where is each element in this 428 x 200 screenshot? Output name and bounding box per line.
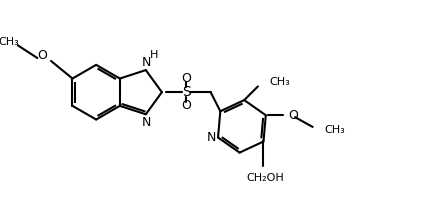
- Text: N: N: [142, 116, 152, 129]
- Text: CH₃: CH₃: [0, 37, 19, 47]
- Text: N: N: [142, 56, 152, 69]
- Text: O: O: [181, 72, 191, 85]
- Text: O: O: [181, 99, 191, 112]
- Text: CH₂OH: CH₂OH: [247, 173, 284, 183]
- Text: H: H: [149, 50, 158, 60]
- Text: CH₃: CH₃: [270, 77, 290, 87]
- Text: N: N: [206, 131, 216, 144]
- Text: O: O: [37, 49, 47, 62]
- Text: O: O: [288, 109, 298, 122]
- Text: S: S: [182, 85, 190, 99]
- Text: CH₃: CH₃: [324, 125, 345, 135]
